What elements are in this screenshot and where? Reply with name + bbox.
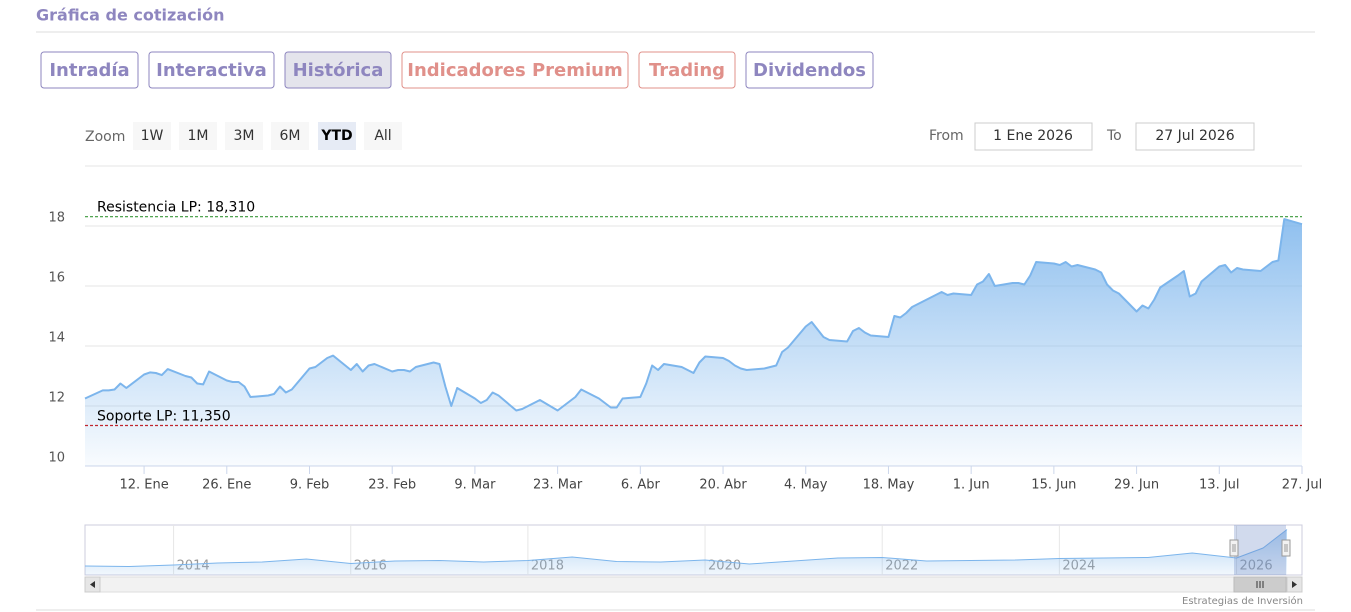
line [84,529,1288,567]
to-label: To [1106,128,1122,144]
tab-label[interactable]: Histórica [293,60,384,81]
x-tick-label: 18. May [863,478,915,493]
thumb-grip [1256,581,1264,588]
range-button-label[interactable]: All [374,128,391,144]
x-tick-label: 15. Jun [1031,478,1076,493]
nav-handle[interactable] [1281,539,1291,557]
tab[interactable] [284,51,392,89]
x-tick-label: 6. Abr [621,478,661,493]
range-button-label[interactable]: 1W [141,128,164,144]
area [85,529,1287,575]
tab[interactable] [638,51,736,89]
tab[interactable] [401,51,629,89]
tab-label[interactable]: Intradía [49,60,129,81]
x-tick-label: 9. Feb [290,478,330,493]
x-tick-label: 4. May [784,478,828,493]
range-button[interactable] [179,122,217,150]
tab[interactable] [148,51,275,89]
from-input[interactable] [974,122,1093,151]
range-button[interactable] [364,122,402,150]
range-button-label[interactable]: 6M [280,128,301,144]
zoom-label: Zoom [85,129,125,145]
arrow-left [90,581,95,588]
tab[interactable] [745,51,874,89]
plot-line-label: Soporte LP: 11,350 [97,409,231,425]
range-button-label[interactable]: 3M [234,128,255,144]
nav-handle-grip [1232,544,1236,552]
x-tick-label: 12. Ene [119,478,168,493]
arrow-right [1292,581,1297,588]
line [84,218,1303,412]
x-tick-label: 26. Ene [202,478,251,493]
area [85,219,1302,466]
x-tick-label: 29. Jun [1114,478,1159,493]
y-tick-label: 12 [48,391,65,406]
from-label: From [929,128,964,144]
tab-label[interactable]: Interactiva [156,60,267,81]
nav-selection[interactable] [1234,525,1286,575]
range-button-label[interactable]: YTD [320,128,352,144]
range-button-label[interactable]: 1M [188,128,209,144]
nav-handle-grip [1284,544,1288,552]
scrollbar-track[interactable] [84,576,1303,593]
y-tick-label: 10 [48,451,65,466]
range-button[interactable] [225,122,263,150]
plot-line-label: Resistencia LP: 18,310 [97,200,255,216]
y-tick-label: 16 [48,271,65,286]
tab-label[interactable]: Indicadores Premium [407,60,622,81]
x-tick-label: 20. Abr [699,478,747,493]
section-title: Gráfica de cotización [36,6,224,25]
x-tick-label: 23. Feb [368,478,416,493]
to-value[interactable]: 27 Jul 2026 [1155,128,1234,144]
x-tick-label: 27. Jul [1282,478,1323,493]
to-input[interactable] [1135,122,1255,151]
y-tick-label: 14 [48,331,65,346]
tab[interactable] [40,51,139,89]
x-tick-label: 13. Jul [1199,478,1240,493]
y-tick-label: 18 [48,211,65,226]
x-tick-label: 23. Mar [533,478,583,493]
x-tick-label: 1. Jun [953,478,990,493]
credit: Estrategias de Inversión [1182,595,1303,607]
range-button[interactable] [133,122,171,150]
nav-handle[interactable] [1229,539,1239,557]
range-button[interactable] [318,122,356,150]
from-value[interactable]: 1 Ene 2026 [993,128,1073,144]
tab-label[interactable]: Dividendos [753,60,866,81]
x-tick-label: 9. Mar [454,478,496,493]
range-button[interactable] [271,122,309,150]
tab-label[interactable]: Trading [649,60,725,81]
